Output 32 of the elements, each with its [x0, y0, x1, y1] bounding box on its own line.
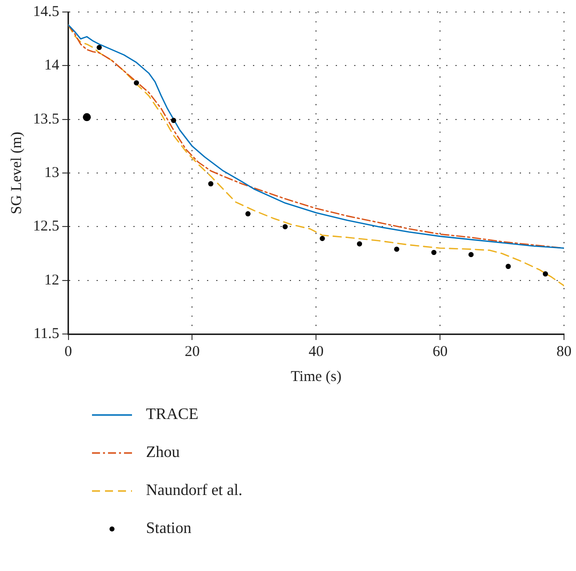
y-axis-title: SG Level (m)	[8, 132, 25, 214]
y-tick-label: 13.5	[33, 111, 60, 128]
point	[356, 241, 362, 246]
y-tick-label: 13	[44, 164, 60, 181]
point	[134, 80, 140, 86]
y-tick-label: 11.5	[34, 326, 60, 342]
point	[468, 252, 474, 258]
x-tick-label: 60	[432, 344, 448, 360]
point	[431, 250, 436, 256]
point	[208, 181, 214, 186]
point	[542, 271, 548, 276]
legend-label: Zhou	[146, 444, 180, 462]
x-tick-label: 20	[184, 344, 200, 360]
point	[320, 236, 325, 242]
legend-label: TRACE	[146, 406, 198, 424]
y-tick-label: 12.5	[33, 218, 60, 235]
legend-label: Naundorf et al.	[146, 482, 242, 500]
y-tick-label: 12	[44, 272, 60, 288]
point	[245, 211, 251, 216]
point	[82, 113, 91, 122]
x-tick-label: 80	[556, 344, 572, 360]
y-tick-label: 14	[44, 58, 60, 74]
legend-label: Station	[146, 520, 192, 538]
point	[394, 246, 400, 252]
y-tick-label: 14.5	[33, 4, 60, 20]
point	[282, 224, 288, 230]
point	[506, 264, 511, 269]
x-tick-label: 0	[64, 344, 72, 360]
point	[170, 118, 176, 124]
x-axis-title: Time (s)	[290, 368, 342, 385]
point	[96, 44, 102, 50]
x-tick-label: 40	[308, 344, 324, 360]
